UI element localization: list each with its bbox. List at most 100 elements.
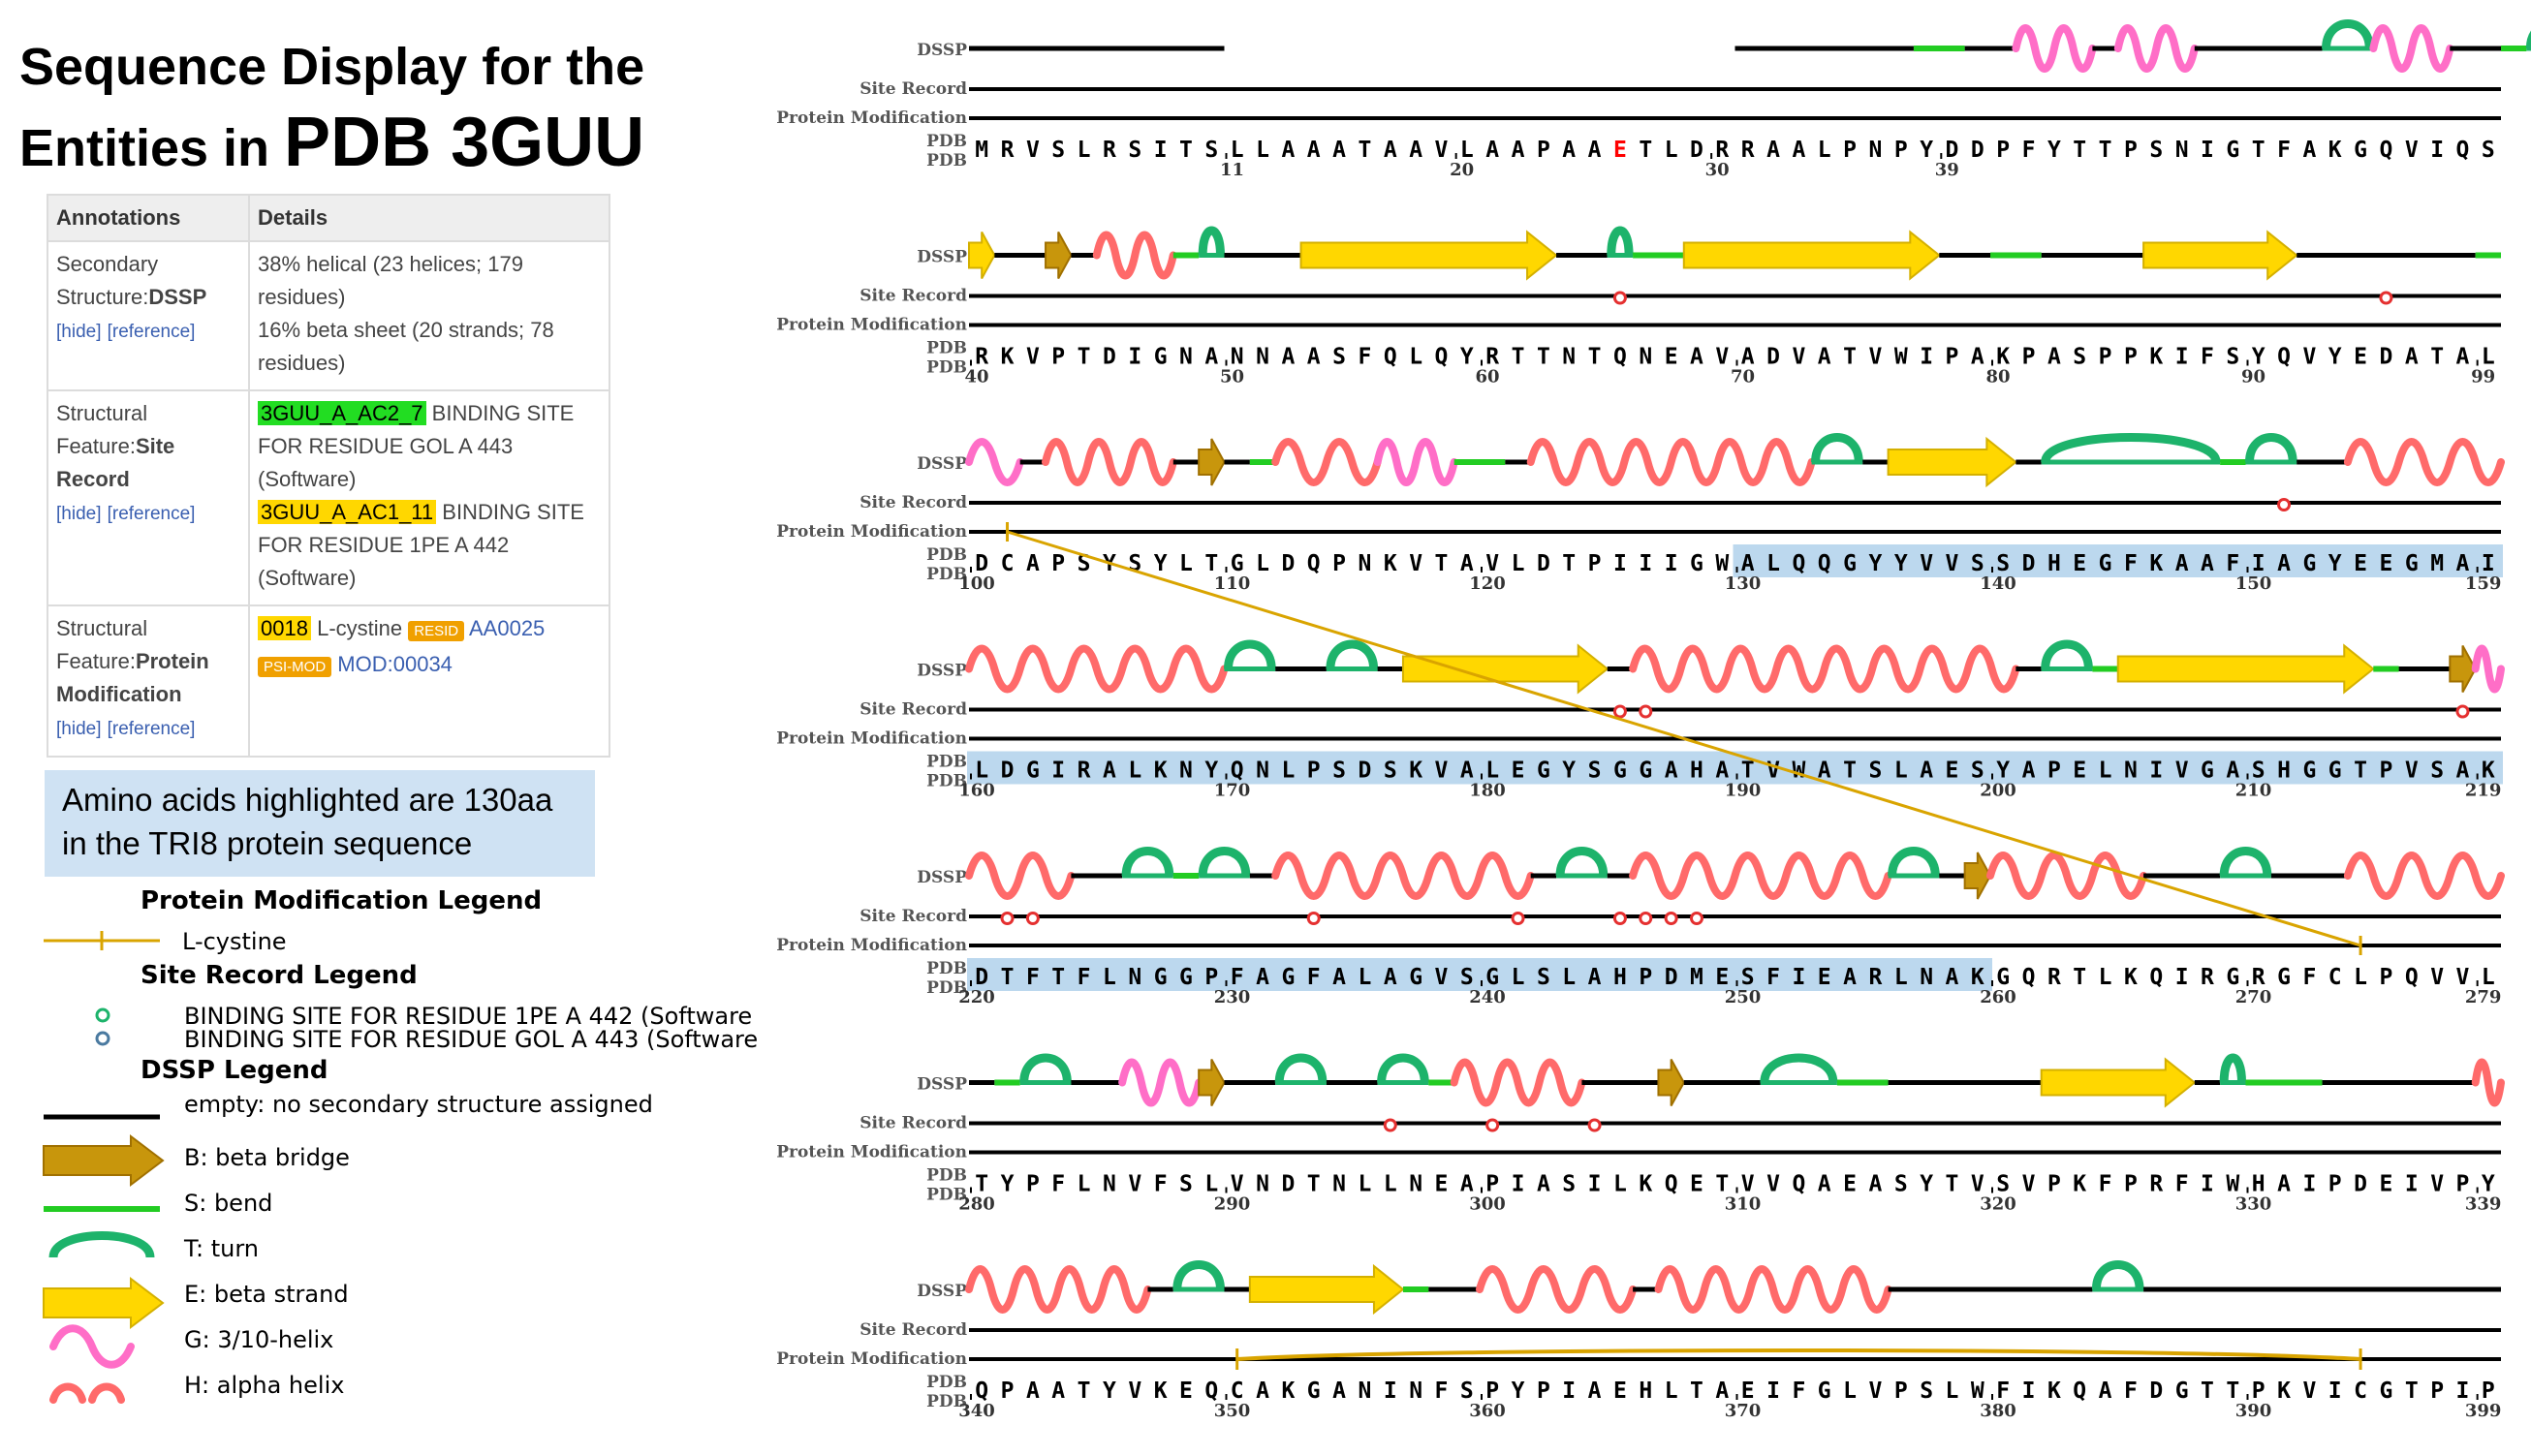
- residue: A: [1715, 759, 1729, 784]
- label-bold: Protein Modification: [56, 649, 209, 706]
- residue: T: [1741, 759, 1755, 784]
- residue: A: [1690, 345, 1703, 370]
- residue: G: [1179, 965, 1193, 990]
- dssp-turn: [1811, 433, 1863, 463]
- residue: A: [1818, 345, 1831, 370]
- dssp-turn: [1607, 226, 1634, 256]
- pdb-label: PDB: [926, 1186, 967, 1205]
- residue: D: [2149, 1379, 2163, 1404]
- residue: K: [1996, 345, 2010, 370]
- resid-link[interactable]: AA0025: [469, 616, 546, 640]
- reference-link[interactable]: [reference]: [107, 719, 196, 739]
- residue: N: [2124, 759, 2138, 784]
- residue: F: [2175, 1172, 2189, 1197]
- site-tag-ac2[interactable]: 3GUU_A_AC2_7: [258, 401, 426, 425]
- tick-label: 90: [2241, 367, 2265, 387]
- site-legend-marker-2: [95, 1031, 110, 1046]
- residue: E: [2354, 551, 2367, 576]
- residue: F: [1766, 965, 1780, 990]
- residue: N: [1179, 759, 1193, 784]
- residue: Q: [1384, 345, 1397, 370]
- residue: G: [2277, 965, 2291, 990]
- residue: I: [2405, 1172, 2419, 1197]
- residue: A: [2302, 138, 2316, 163]
- mod-tag[interactable]: 0018: [258, 616, 311, 640]
- residue: T: [2226, 1379, 2239, 1404]
- reference-link[interactable]: [reference]: [107, 322, 196, 342]
- label-text: Secondary Structure:: [56, 252, 159, 309]
- residue: Q: [1792, 551, 1805, 576]
- residue: V: [1435, 759, 1449, 784]
- pdb-label: PDB: [926, 545, 967, 565]
- residue: S: [2073, 345, 2086, 370]
- residue: E: [2073, 551, 2086, 576]
- residue: F: [1307, 965, 1321, 990]
- residue: K: [1384, 551, 1397, 576]
- tick-label: 300: [1469, 1194, 1506, 1215]
- residue: Y: [2482, 1172, 2495, 1197]
- residue: G: [1026, 759, 1040, 784]
- residue: P: [1332, 551, 1346, 576]
- residue: V: [1766, 1172, 1780, 1197]
- hide-link[interactable]: [hide]: [56, 322, 102, 342]
- residue: S: [2482, 138, 2495, 163]
- dssp-alpha-helix: [1654, 1265, 1892, 1314]
- site-legend-marker-1: [95, 1007, 110, 1023]
- header-annotations: Annotations: [47, 194, 250, 242]
- residue: G: [2405, 551, 2419, 576]
- site-record-marker: [2379, 291, 2393, 305]
- residue: N: [1256, 759, 1269, 784]
- residue: Y: [1204, 759, 1218, 784]
- tick-label: 60: [1475, 367, 1499, 387]
- residue: G: [2226, 138, 2239, 163]
- residue: T: [1358, 138, 1371, 163]
- residue: L: [1103, 965, 1116, 990]
- dssp-track-label: DSSP: [917, 1282, 967, 1301]
- psimod-link[interactable]: MOD:00034: [337, 652, 453, 676]
- tick-label: 70: [1731, 367, 1755, 387]
- residue: H: [2277, 759, 2291, 784]
- residue: I: [2201, 1172, 2214, 1197]
- residue: T: [1562, 551, 1576, 576]
- residue: N: [1231, 345, 1244, 370]
- residue: T: [1051, 965, 1065, 990]
- residue: T: [1307, 1172, 1321, 1197]
- residue: G: [2099, 551, 2112, 576]
- residue: G: [1409, 965, 1422, 990]
- residue: S: [1996, 551, 2010, 576]
- hide-link[interactable]: [hide]: [56, 504, 102, 524]
- tick-label: 80: [1985, 367, 2010, 387]
- residue: A: [1818, 759, 1831, 784]
- site-tag-ac1[interactable]: 3GUU_A_AC1_11: [258, 500, 437, 524]
- residue: Y: [1894, 551, 1908, 576]
- mod-track-label: Protein Modification: [776, 316, 967, 335]
- dssp-legend-alpha: H: alpha helix: [184, 1372, 344, 1399]
- tick-label: 100: [958, 573, 995, 594]
- residue: D: [1971, 138, 1984, 163]
- residue: S: [1332, 345, 1346, 370]
- residue: N: [1256, 1172, 1269, 1197]
- residue: F: [1435, 1379, 1449, 1404]
- residue: Y: [1103, 1379, 1116, 1404]
- residue: D: [2022, 551, 2036, 576]
- residue: N: [1332, 1172, 1346, 1197]
- residue: A: [2277, 1172, 2291, 1197]
- residue: A: [1460, 1172, 1474, 1197]
- dssp-turn: [1326, 639, 1379, 669]
- dssp-alpha-helix: [1526, 438, 1816, 486]
- dssp-turn: [1198, 847, 1251, 877]
- dssp-turn: [2322, 19, 2374, 49]
- residue: G: [1818, 1379, 1831, 1404]
- residue: A: [1281, 345, 1295, 370]
- residue: R: [2149, 1172, 2163, 1197]
- residue: S: [1460, 1379, 1474, 1404]
- residue: N: [1358, 551, 1371, 576]
- tick-label: 210: [2235, 781, 2272, 801]
- dssp-track-label: DSSP: [917, 454, 967, 474]
- tick-label: 240: [1469, 987, 1506, 1007]
- residue: L: [1358, 965, 1371, 990]
- reference-link[interactable]: [reference]: [107, 504, 196, 524]
- tick-label: 380: [1980, 1401, 2016, 1421]
- hide-link[interactable]: [hide]: [56, 719, 102, 739]
- residue: S: [1996, 1172, 2010, 1197]
